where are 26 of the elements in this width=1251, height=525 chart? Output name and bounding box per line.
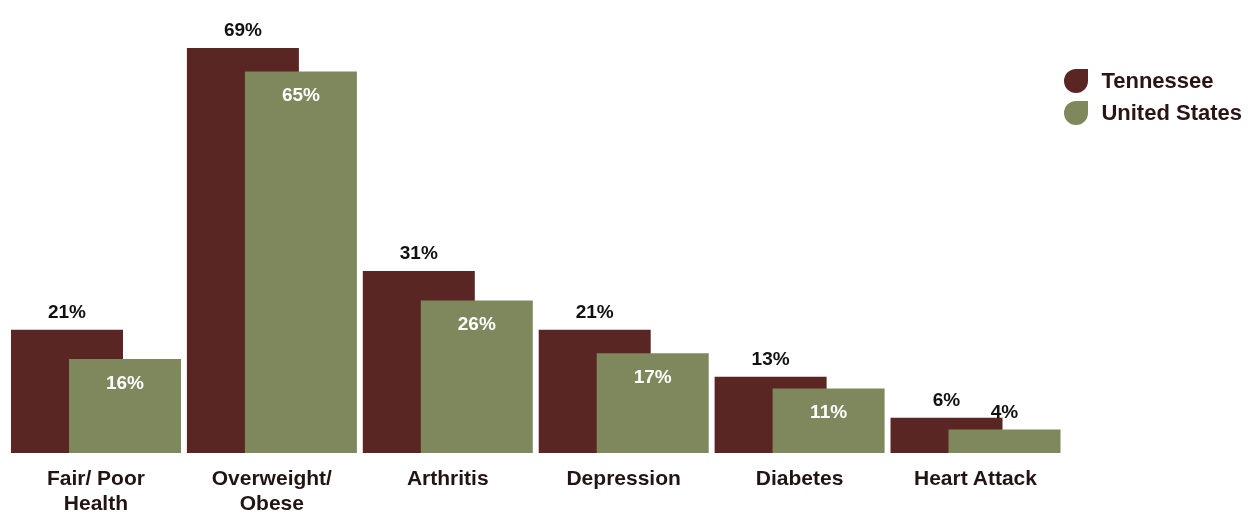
bar [948, 429, 1061, 453]
x-tick-label: Heart Attack [913, 466, 1038, 489]
data-label: 69% [223, 19, 263, 40]
x-tick-label: Overweight/ Obese [211, 466, 333, 514]
legend-label: Tennessee [1101, 68, 1214, 94]
x-tick-label: Arthritis [406, 466, 489, 489]
bar [596, 353, 709, 453]
bar [420, 300, 533, 453]
bar [772, 388, 885, 453]
data-label: 17% [633, 366, 672, 388]
x-tick-label: Diabetes [755, 466, 844, 489]
data-label: 21% [47, 300, 87, 322]
x-tick-label: Fair/ Poor Health [46, 466, 145, 514]
data-label: 31% [399, 242, 438, 264]
data-label: 11% [810, 401, 848, 423]
data-label: 21% [575, 300, 614, 322]
bar [69, 359, 181, 453]
x-tick-label: Depression [566, 466, 681, 489]
data-label: 16% [105, 372, 145, 394]
legend-label: United States [1101, 100, 1242, 126]
data-label: 6% [932, 388, 961, 410]
data-label: 26% [457, 313, 496, 335]
data-label: 4% [990, 400, 1019, 422]
data-label: 65% [281, 84, 321, 106]
data-label: 13% [751, 347, 790, 369]
bar [244, 71, 357, 453]
